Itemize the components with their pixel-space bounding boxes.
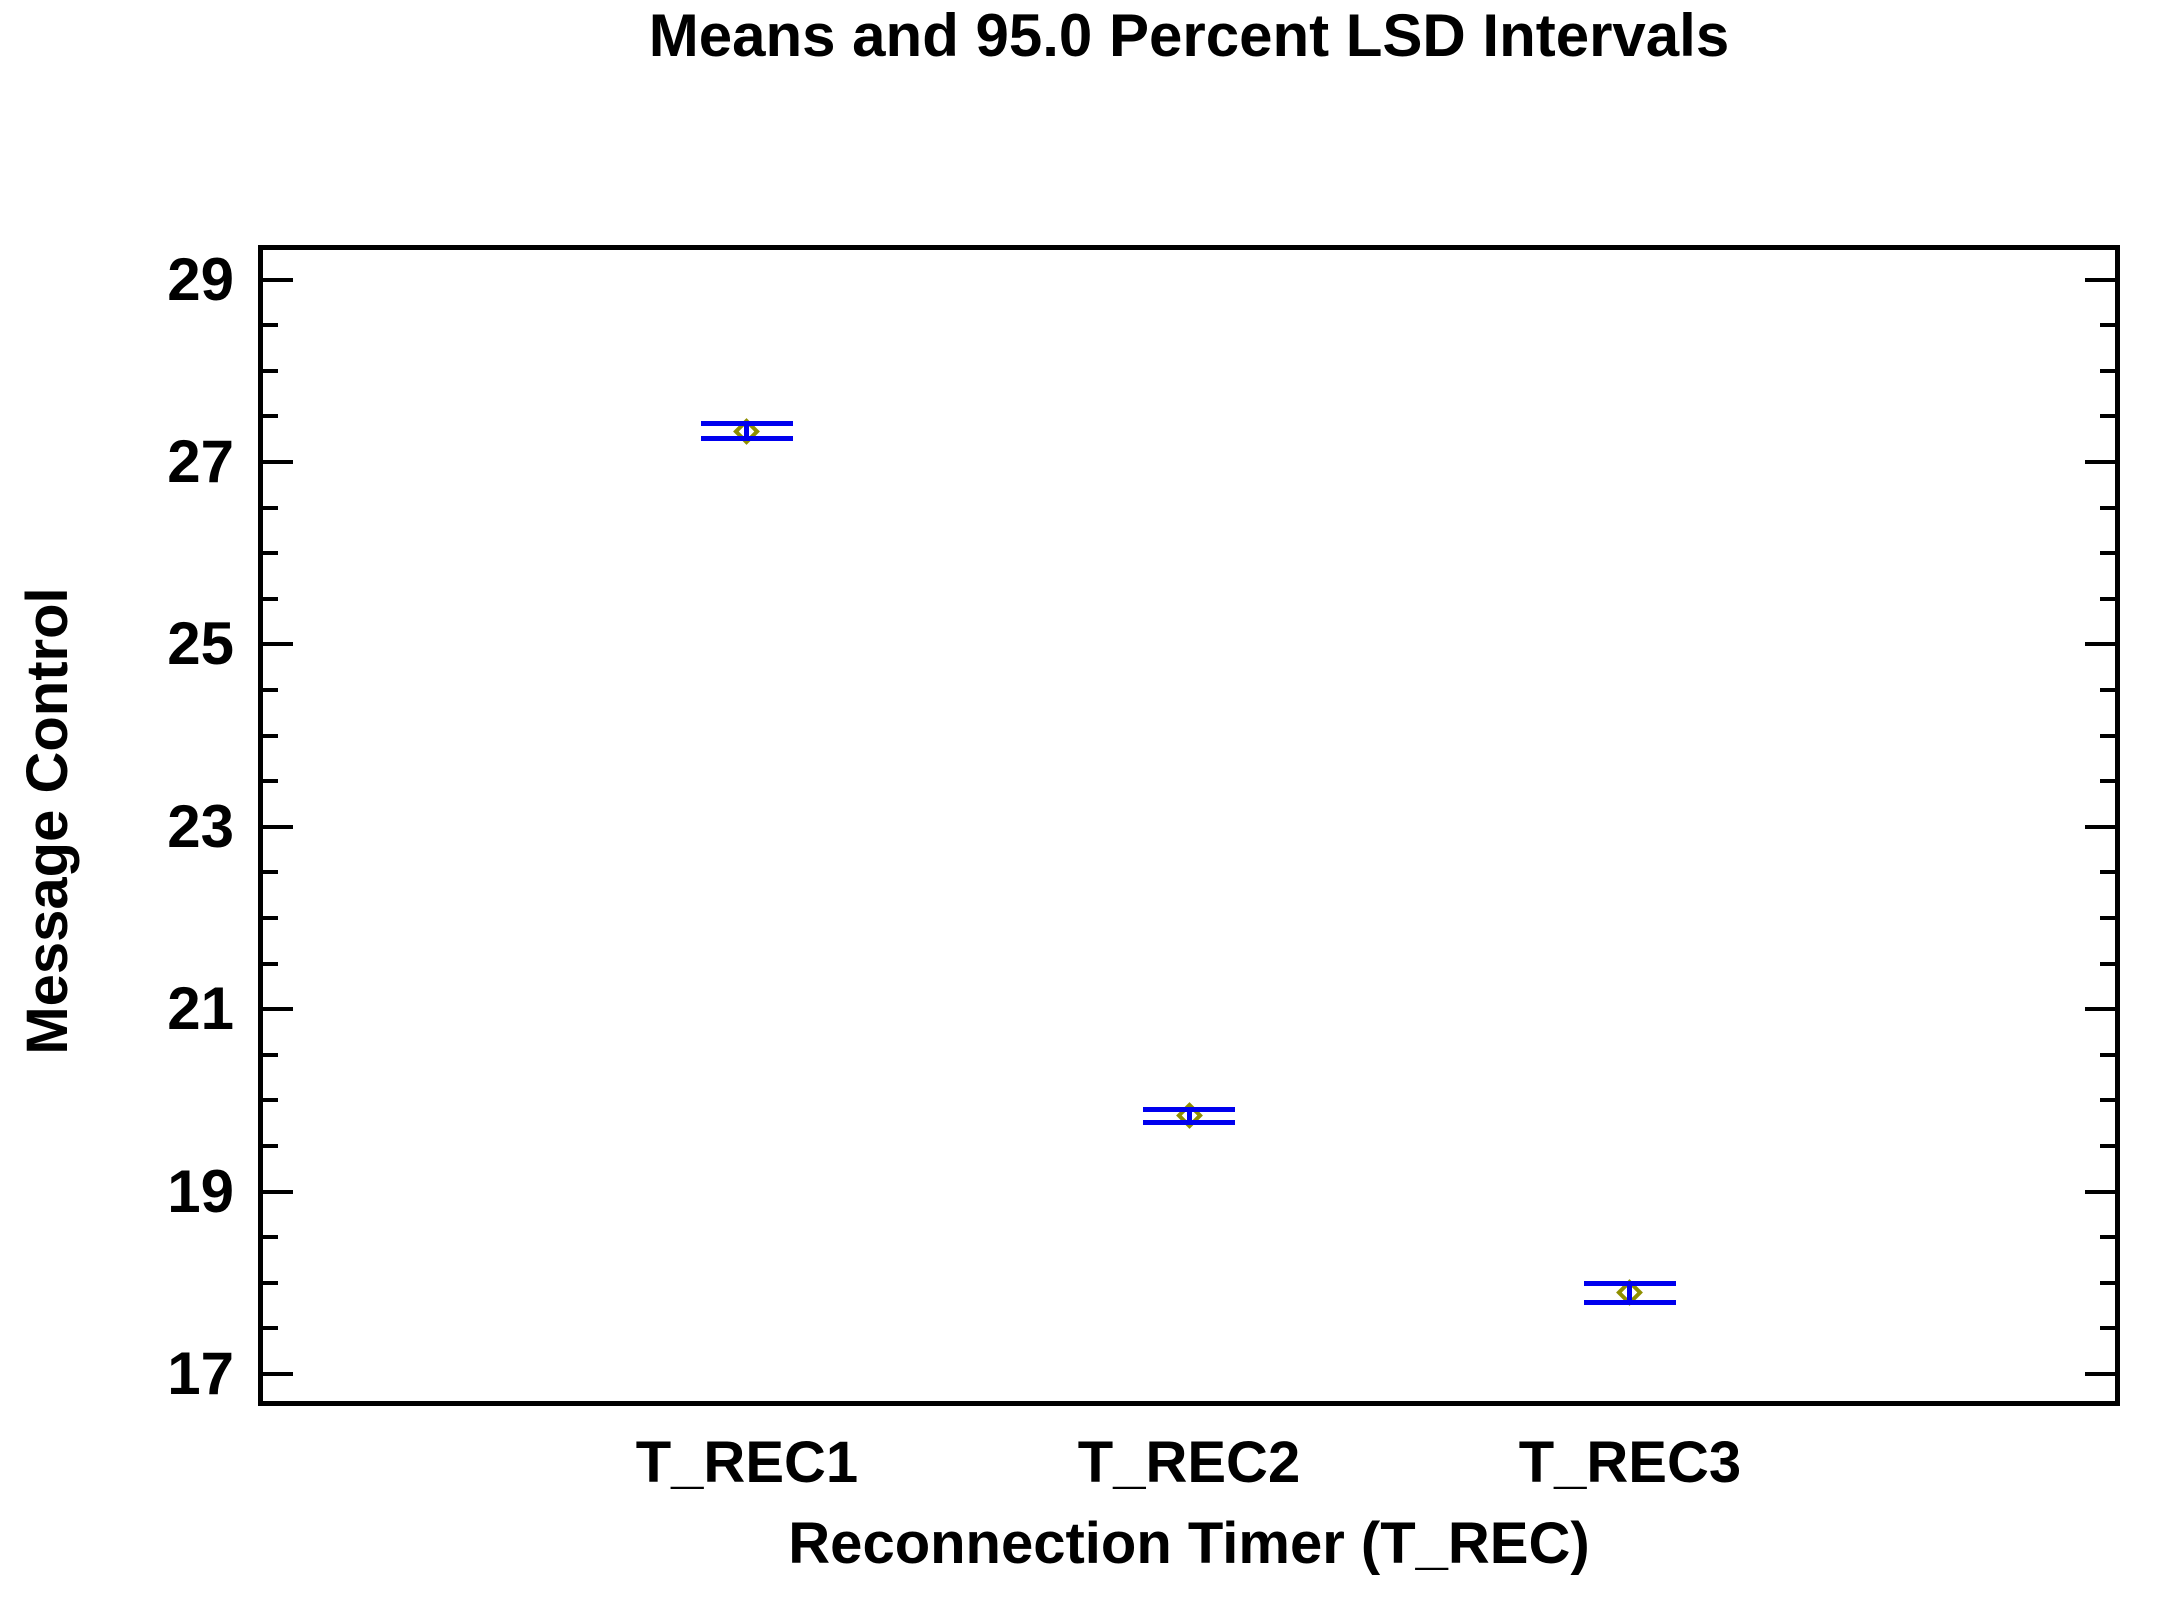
- y-axis-minor-tick-right: [2100, 733, 2115, 738]
- x-axis-tick-label-T_REC2: T_REC2: [1077, 1430, 1301, 1495]
- y-axis-minor-tick-right: [2100, 916, 2115, 921]
- x-axis-title: Reconnection Timer (T_REC): [788, 1511, 1590, 1576]
- y-axis-minor-tick-left: [263, 596, 278, 601]
- y-axis-minor-tick-left: [263, 870, 278, 875]
- y-axis-minor-tick-left: [263, 1052, 278, 1057]
- y-axis-minor-tick-right: [2100, 1098, 2115, 1103]
- y-axis-minor-tick-right: [2100, 961, 2115, 966]
- y-axis-major-tick-right: [2085, 460, 2115, 465]
- y-axis-major-tick-right: [2085, 824, 2115, 829]
- y-axis-minor-tick-right: [2100, 368, 2115, 373]
- y-axis-major-tick-right: [2085, 1189, 2115, 1194]
- y-axis-minor-tick-left: [263, 551, 278, 556]
- y-axis-major-tick-left: [263, 277, 293, 282]
- interval-connector: [744, 423, 750, 439]
- y-axis-minor-tick-left: [263, 916, 278, 921]
- y-axis-major-tick-right: [2085, 1007, 2115, 1012]
- y-axis-minor-tick-left: [263, 779, 278, 784]
- y-axis-tick-label: 19: [167, 1157, 234, 1225]
- y-axis-minor-tick-right: [2100, 505, 2115, 510]
- plot-area: [258, 245, 2120, 1406]
- y-axis-minor-tick-left: [263, 1326, 278, 1331]
- y-axis-major-tick-left: [263, 1007, 293, 1012]
- y-axis-minor-tick-left: [263, 1280, 278, 1285]
- y-axis-major-tick-left: [263, 1189, 293, 1194]
- y-axis-minor-tick-right: [2100, 323, 2115, 328]
- y-axis-minor-tick-right: [2100, 1144, 2115, 1149]
- y-axis-tick-label: 23: [167, 792, 234, 860]
- y-axis-minor-tick-left: [263, 688, 278, 693]
- y-axis-tick-label: 17: [167, 1340, 234, 1408]
- y-axis-minor-tick-right: [2100, 1052, 2115, 1057]
- y-axis-major-tick-right: [2085, 642, 2115, 647]
- y-axis-minor-tick-right: [2100, 779, 2115, 784]
- interval-upper-cap: [1143, 1107, 1235, 1113]
- interval-upper-cap: [1583, 1281, 1676, 1287]
- x-axis-tick-label-T_REC1: T_REC1: [635, 1430, 859, 1495]
- y-axis-major-tick-right: [2085, 1372, 2115, 1377]
- y-axis-minor-tick-left: [263, 1098, 278, 1103]
- y-axis-minor-tick-left: [263, 505, 278, 510]
- y-axis-minor-tick-right: [2100, 870, 2115, 875]
- interval-lower-cap: [1143, 1119, 1235, 1125]
- y-axis-tick-label: 27: [167, 428, 234, 496]
- y-axis-minor-tick-right: [2100, 551, 2115, 556]
- y-axis-minor-tick-left: [263, 1235, 278, 1240]
- interval-lower-cap: [700, 435, 793, 441]
- y-axis-tick-label: 29: [167, 245, 234, 313]
- y-axis-minor-tick-left: [263, 961, 278, 966]
- y-axis-minor-tick-left: [263, 368, 278, 373]
- y-axis-minor-tick-right: [2100, 1280, 2115, 1285]
- y-axis-tick-label: 25: [167, 610, 234, 678]
- y-axis-tick-label: 21: [167, 975, 234, 1043]
- interval-connector: [1627, 1283, 1633, 1303]
- y-axis-minor-tick-right: [2100, 1235, 2115, 1240]
- y-axis-minor-tick-right: [2100, 688, 2115, 693]
- y-axis-minor-tick-right: [2100, 414, 2115, 419]
- interval-lower-cap: [1583, 1299, 1676, 1305]
- y-axis-major-tick-left: [263, 1372, 293, 1377]
- y-axis-minor-tick-left: [263, 733, 278, 738]
- y-axis-major-tick-left: [263, 824, 293, 829]
- y-axis-minor-tick-right: [2100, 1326, 2115, 1331]
- interval-upper-cap: [700, 421, 793, 427]
- y-axis-minor-tick-left: [263, 323, 278, 328]
- x-axis-tick-label-T_REC3: T_REC3: [1518, 1430, 1742, 1495]
- interval-connector: [1186, 1109, 1192, 1123]
- y-axis-minor-tick-left: [263, 1144, 278, 1149]
- y-axis-major-tick-left: [263, 642, 293, 647]
- y-axis-major-tick-right: [2085, 277, 2115, 282]
- y-axis-minor-tick-right: [2100, 596, 2115, 601]
- y-axis-major-tick-left: [263, 460, 293, 465]
- chart-title: Means and 95.0 Percent LSD Intervals: [648, 2, 1730, 69]
- y-axis-minor-tick-left: [263, 414, 278, 419]
